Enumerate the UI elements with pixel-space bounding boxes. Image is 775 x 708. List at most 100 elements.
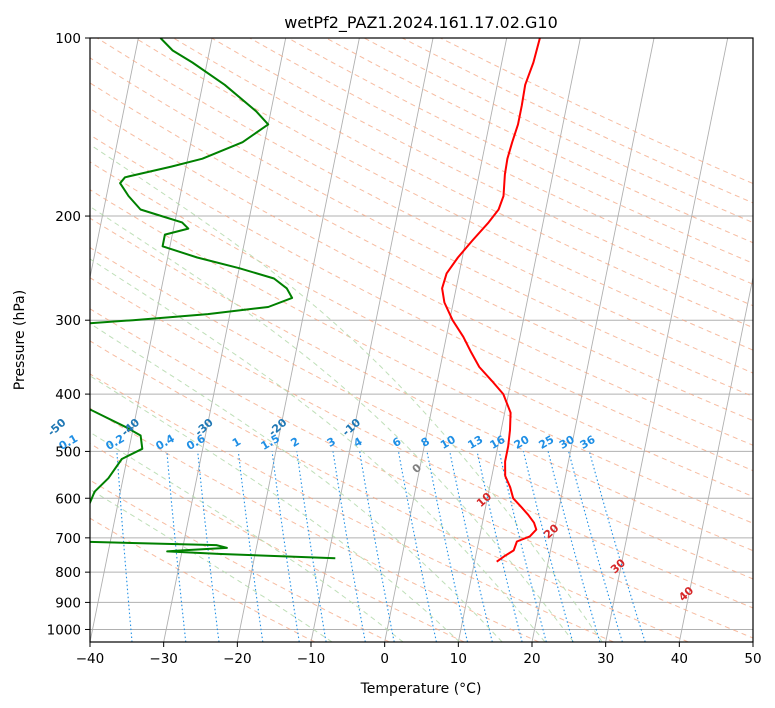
- dry-adiabat-line: [90, 407, 540, 642]
- x-tick-label: 0: [380, 651, 389, 667]
- isotherm-line: [236, 38, 360, 642]
- isotherm-line: [310, 38, 434, 642]
- y-tick-label: 900: [55, 595, 81, 611]
- plot-frame: [89, 37, 754, 643]
- y-tick-label: 800: [55, 565, 81, 581]
- moist-adiabat-line: [90, 143, 603, 642]
- isotherm-line: [457, 38, 581, 642]
- mixing-ratio-label: 8: [419, 435, 432, 450]
- temperature-profile: [441, 38, 541, 563]
- mixing-ratio-label: 0.4: [153, 432, 177, 453]
- moist-adiabat-line: [90, 431, 404, 642]
- dry-adiabat-line: [90, 442, 465, 642]
- x-tick-label: 40: [671, 651, 688, 667]
- x-tick-label: −20: [223, 651, 252, 667]
- mixing-ratio-line: [547, 451, 601, 642]
- dry-adiabat-line: [90, 479, 390, 642]
- y-axis-label: Pressure (hPa): [12, 290, 28, 390]
- moist-adiabat-line: [90, 205, 574, 642]
- y-tick-label: 100: [55, 31, 81, 47]
- isotherm-label: -50: [45, 416, 69, 439]
- mixing-ratio-label: 2: [289, 435, 302, 450]
- mixing-ratio-label: 6: [390, 435, 403, 450]
- mixing-ratio-line: [166, 451, 187, 642]
- x-tick-label: 10: [450, 651, 467, 667]
- dry-adiabat-line: [173, 38, 753, 329]
- dry-adiabat-line: [90, 217, 753, 552]
- iso-label-layer: 0.10.20.40.611.52346810131620253036-100-…: [0, 374, 696, 604]
- isotherm-label: -60: [0, 374, 4, 397]
- series-layer: [90, 38, 541, 563]
- y-tick-label: 1000: [47, 622, 81, 638]
- mixing-ratio-label: 25: [537, 433, 557, 452]
- isotherm-label: 30: [608, 556, 628, 576]
- dry-adiabat-line: [402, 38, 753, 204]
- isotherm-label: 10: [474, 490, 494, 510]
- mixing-ratio-label: 13: [465, 433, 485, 452]
- dry-adiabat-line: [90, 134, 753, 472]
- moist-adiabat-line: [90, 258, 546, 642]
- x-tick-label: 20: [523, 651, 540, 667]
- y-tick-label: 500: [55, 444, 81, 460]
- x-tick-label: 30: [597, 651, 614, 667]
- isotherm-line: [90, 38, 139, 280]
- mixing-ratio-line: [522, 451, 574, 642]
- isotherm-line: [163, 38, 287, 642]
- mixing-ratio-line: [449, 451, 493, 642]
- mixing-ratio-line: [568, 451, 623, 642]
- axis-layer: −40 −30 −20 −10 0 10 20 30 40 5010020030040050060…: [47, 31, 762, 667]
- grid-layer: [0, 38, 753, 642]
- dry-adiabat-line: [211, 38, 753, 307]
- dry-adiabat-line: [90, 108, 753, 446]
- dry-adiabat-line: [90, 161, 753, 498]
- isotherm-label: 40: [676, 584, 696, 604]
- x-tick-label: 50: [744, 651, 761, 667]
- mixing-ratio-label: 4: [351, 435, 364, 450]
- isotherm-line: [90, 38, 213, 642]
- dewpoint-profile: [90, 38, 336, 560]
- mixing-ratio-label: 1: [230, 435, 243, 450]
- y-tick-label: 600: [55, 491, 81, 507]
- mixing-ratio-line: [426, 451, 469, 642]
- chart-title: wetPf2_PAZ1.2024.161.17.02.G10: [284, 13, 558, 33]
- mixing-ratio-label: 3: [325, 435, 338, 450]
- mixing-ratio-line: [332, 451, 366, 642]
- dry-adiabat-line: [90, 340, 689, 642]
- mixing-ratio-line: [359, 451, 395, 642]
- mixing-ratio-label: 20: [512, 433, 532, 452]
- isotherm-label: 0: [410, 461, 425, 476]
- mixing-ratio-label: 10: [438, 433, 458, 452]
- isotherm-line: [752, 639, 753, 642]
- mixing-ratio-line: [271, 451, 300, 642]
- isotherm-line: [605, 38, 729, 642]
- y-tick-label: 200: [55, 209, 81, 225]
- dry-adiabat-line: [90, 308, 753, 639]
- dry-adiabat-line: [90, 82, 753, 422]
- mixing-ratio-line: [296, 451, 327, 642]
- mixing-ratio-label: 16: [488, 433, 508, 452]
- mixing-ratio-label: 36: [578, 433, 598, 452]
- isotherm-line: [0, 38, 65, 642]
- x-tick-label: −40: [76, 651, 105, 667]
- mixing-ratio-line: [197, 451, 220, 642]
- moist-adiabat-line: [90, 375, 461, 642]
- dry-adiabat-line: [90, 246, 753, 580]
- y-tick-label: 300: [55, 313, 81, 329]
- isotherm-label: 20: [541, 521, 561, 541]
- isotherm-line: [678, 275, 753, 642]
- mixing-ratio-line: [588, 451, 646, 642]
- x-axis-label: Temperature (°C): [360, 681, 482, 697]
- isotherm-line: [531, 38, 655, 642]
- x-tick-label: −10: [297, 651, 326, 667]
- x-tick-label: −30: [149, 651, 178, 667]
- dry-adiabat-line: [90, 277, 753, 609]
- dry-adiabat-line: [96, 38, 753, 374]
- dry-adiabat-line: [440, 38, 753, 185]
- dry-adiabat-line: [134, 38, 753, 351]
- moist-adiabat-line: [90, 322, 503, 642]
- dry-adiabat-line: [90, 373, 614, 642]
- mixing-ratio-line: [116, 451, 133, 642]
- dry-adiabat-line: [90, 189, 753, 524]
- dry-adiabat-line: [90, 517, 315, 642]
